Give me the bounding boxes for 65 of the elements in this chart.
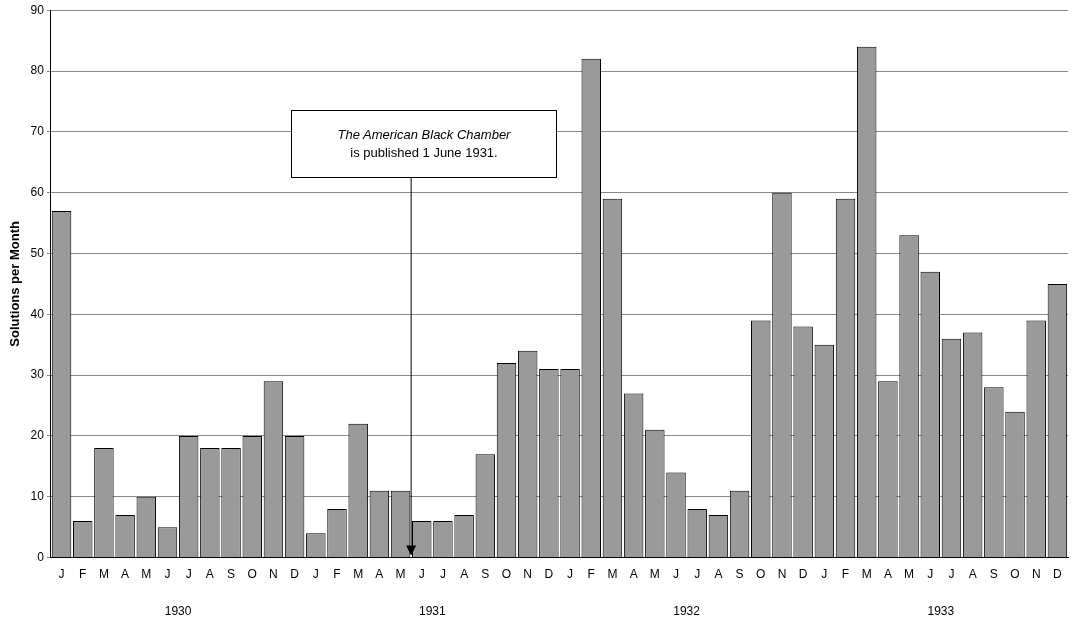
x-tick-label: D: [290, 567, 300, 582]
x-tick-label: A: [375, 567, 384, 582]
x-tick-label: J: [673, 567, 680, 582]
text: 1930: [164, 604, 192, 619]
x-tick-label: D: [544, 567, 554, 582]
x-tick-label: D: [798, 567, 808, 582]
x-tick-label: J: [567, 567, 574, 582]
x-tick-label: M: [141, 567, 152, 582]
x-tick-label: F: [333, 567, 341, 582]
y-tick-label: 80: [30, 63, 45, 78]
x-tick-label: J: [418, 567, 425, 582]
x-tick-label: J: [164, 567, 171, 582]
y-tick-label: 20: [30, 428, 45, 443]
x-tick-label: J: [185, 567, 192, 582]
x-tick-label: J: [948, 567, 955, 582]
x-tick-label: J: [439, 567, 446, 582]
x-tick-label: D: [1053, 567, 1063, 582]
x-tick-label: F: [79, 567, 87, 582]
x-tick-label: M: [98, 567, 109, 582]
x-tick-label: S: [989, 567, 998, 582]
y-tick-label: 0: [37, 549, 45, 564]
x-tick-label: J: [927, 567, 934, 582]
x-tick-label: N: [777, 567, 787, 582]
y-tick-label: 70: [30, 124, 45, 139]
text: 1931: [418, 604, 447, 619]
x-tick-label: O: [247, 567, 257, 582]
x-tick-label: O: [756, 567, 766, 582]
x-tick-label: A: [883, 567, 892, 582]
y-tick-label: 50: [30, 245, 45, 260]
x-tick-label: O: [1010, 567, 1020, 582]
x-tick-label: S: [735, 567, 744, 582]
x-tick-label: J: [312, 567, 319, 582]
x-tick-label: F: [587, 567, 595, 582]
x-tick-label: A: [121, 567, 130, 582]
x-tick-label: A: [714, 567, 723, 582]
x-tick-label: S: [227, 567, 236, 582]
text: 1933: [927, 604, 955, 619]
x-tick-label: M: [649, 567, 660, 582]
x-tick-label: M: [861, 567, 872, 582]
y-tick-label: 90: [30, 2, 45, 17]
x-tick-label: J: [694, 567, 701, 582]
y-axis-title: Solutions per Month: [7, 221, 23, 347]
y-tick-label: 30: [30, 367, 45, 382]
y-tick-label: 40: [30, 306, 45, 321]
x-tick-label: F: [841, 567, 850, 582]
x-tick-label: O: [501, 567, 512, 582]
x-tick-label: J: [821, 567, 828, 582]
x-tick-label: A: [968, 567, 977, 582]
y-tick-label: 10: [30, 489, 45, 504]
x-tick-label: S: [481, 567, 490, 582]
text: 1932: [673, 604, 701, 619]
y-tick-label: 60: [30, 184, 45, 199]
x-tick-label: M: [353, 567, 364, 582]
x-tick-label: M: [904, 567, 915, 582]
annotation: The American Black Chamber is published 1 June 1931.: [337, 126, 511, 162]
x-tick-label: M: [607, 567, 618, 582]
x-tick-label: A: [629, 567, 638, 582]
x-tick-label: N: [1031, 567, 1041, 582]
x-tick-label: J: [58, 567, 65, 582]
x-tick-label: A: [205, 567, 214, 582]
callout-box: The American Black Chamber is published 1 June 1931.: [291, 110, 557, 178]
x-tick-label: N: [523, 567, 533, 582]
x-tick-label: M: [395, 567, 406, 582]
x-tick-label: N: [269, 567, 278, 582]
x-tick-label: A: [460, 567, 469, 582]
